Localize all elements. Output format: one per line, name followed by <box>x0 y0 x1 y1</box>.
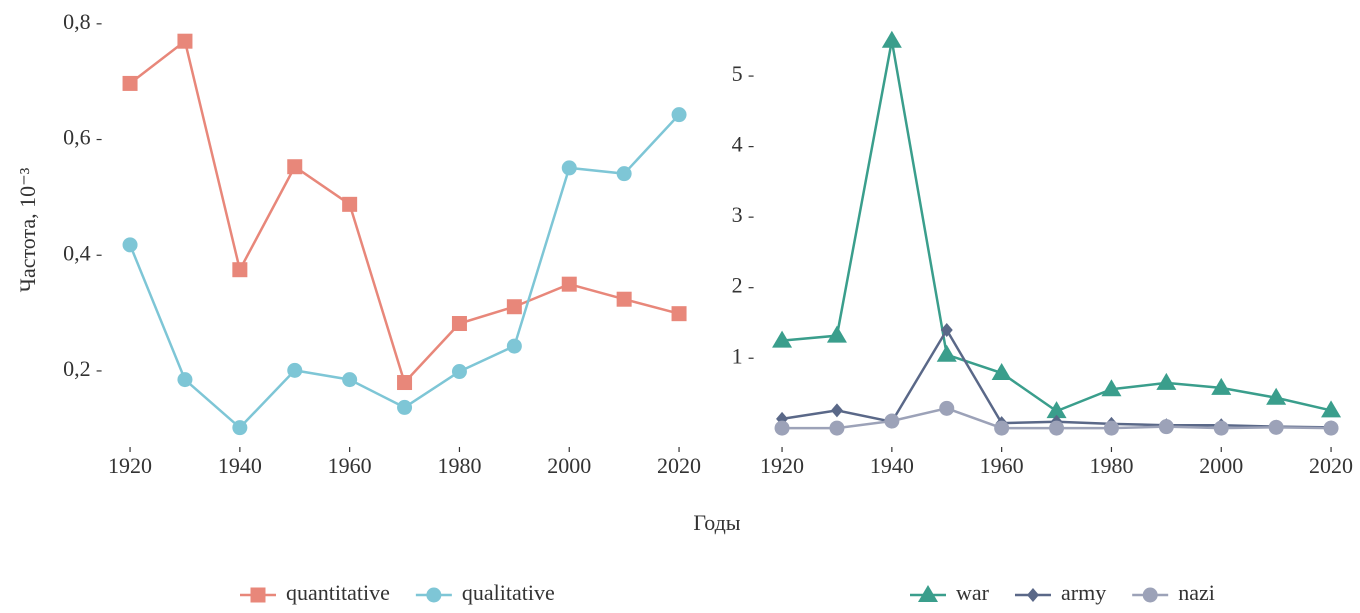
data-point <box>1268 419 1284 435</box>
data-point <box>1211 377 1232 395</box>
data-point <box>939 400 955 416</box>
x-tick-label: 2000 <box>547 453 591 478</box>
data-point <box>342 196 358 212</box>
data-point <box>671 306 687 322</box>
data-point <box>506 299 522 315</box>
y-tick-label: 0,2 <box>63 356 91 381</box>
data-point <box>936 344 957 362</box>
data-point <box>1266 387 1287 405</box>
x-tick-label: 1960 <box>980 453 1024 478</box>
legend-label: army <box>1061 580 1106 605</box>
legend-marker <box>918 585 938 602</box>
series-line <box>781 40 1332 413</box>
series-line <box>129 39 680 385</box>
data-point <box>287 362 303 378</box>
data-point <box>122 237 138 253</box>
data-point <box>1213 420 1229 436</box>
y-tick-label: 4 <box>732 132 743 157</box>
data-point <box>991 363 1012 381</box>
data-point <box>994 420 1010 436</box>
y-axis-label: Частота, 10⁻³ <box>15 167 40 292</box>
data-point <box>884 413 900 429</box>
data-point <box>881 30 902 48</box>
x-tick-label: 1920 <box>760 453 804 478</box>
data-point <box>397 375 413 391</box>
y-tick-label: 1 <box>732 343 743 368</box>
data-point <box>830 403 843 418</box>
data-point <box>829 420 845 436</box>
x-tick-label: 2020 <box>1309 453 1353 478</box>
data-point <box>616 291 632 307</box>
legend-marker <box>1142 587 1158 603</box>
data-point <box>561 276 577 292</box>
y-tick-label: 0,6 <box>63 125 91 150</box>
legend-label: qualitative <box>462 580 555 605</box>
y-tick-label: 0,8 <box>63 9 91 34</box>
x-axis-label: Годы <box>693 510 740 535</box>
x-tick-label: 2020 <box>657 453 701 478</box>
data-point <box>561 160 577 176</box>
data-point <box>772 330 793 348</box>
data-point <box>616 166 632 182</box>
data-point <box>506 338 522 354</box>
data-point <box>397 399 413 415</box>
data-point <box>1323 420 1339 436</box>
x-tick-label: 1980 <box>437 453 481 478</box>
y-tick-label: 0,4 <box>63 240 91 265</box>
data-point <box>177 372 193 388</box>
data-point <box>671 107 687 123</box>
legend-label: quantitative <box>286 580 390 605</box>
x-tick-label: 1960 <box>328 453 372 478</box>
x-tick-label: 1940 <box>218 453 262 478</box>
data-point <box>1156 372 1177 390</box>
x-tick-label: 1920 <box>108 453 152 478</box>
data-point <box>122 75 138 91</box>
data-point <box>177 33 193 49</box>
data-point <box>940 323 953 338</box>
data-point <box>1321 400 1342 418</box>
data-point <box>1158 419 1174 435</box>
data-point <box>1049 420 1065 436</box>
y-tick-label: 2 <box>732 273 743 298</box>
data-point <box>232 420 248 436</box>
legend-marker <box>250 587 266 603</box>
data-point <box>342 372 358 388</box>
legend-label: war <box>956 580 990 605</box>
legend-label: nazi <box>1178 580 1215 605</box>
data-point <box>1101 379 1122 397</box>
y-tick-label: 3 <box>732 202 743 227</box>
data-point <box>826 325 847 343</box>
data-point <box>451 316 467 332</box>
data-point <box>451 364 467 380</box>
data-point <box>287 159 303 175</box>
legend-marker <box>1026 588 1039 602</box>
legend-marker <box>426 587 442 603</box>
data-point <box>1103 420 1119 436</box>
data-point <box>232 262 248 278</box>
x-tick-label: 1980 <box>1089 453 1133 478</box>
data-point <box>1046 401 1067 419</box>
x-tick-label: 2000 <box>1199 453 1243 478</box>
x-tick-label: 1940 <box>870 453 914 478</box>
data-point <box>774 420 790 436</box>
y-tick-label: 5 <box>732 61 743 86</box>
